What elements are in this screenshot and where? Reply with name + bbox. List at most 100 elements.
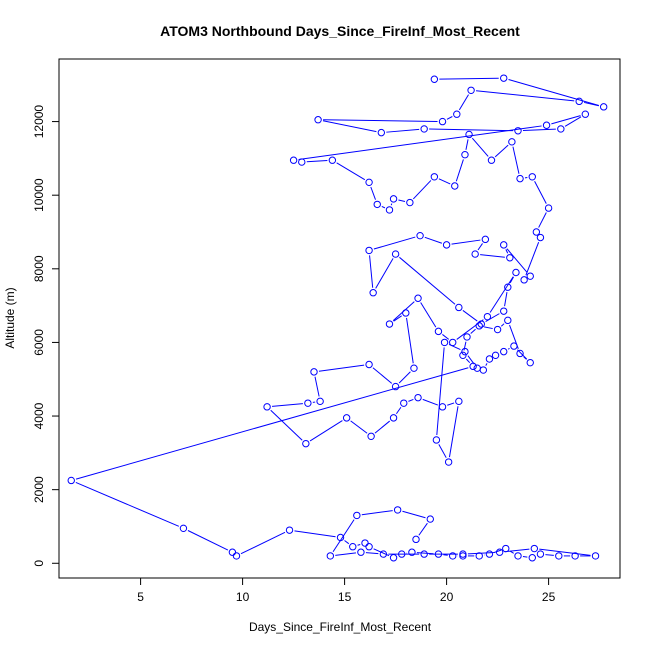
- data-point: [544, 204, 553, 212]
- series-segment: [451, 239, 481, 245]
- data-point: [487, 156, 496, 164]
- data-point: [326, 552, 335, 560]
- data-point: [438, 403, 447, 411]
- data-point: [302, 439, 310, 448]
- series-segment: [446, 116, 453, 120]
- data-point: [500, 347, 508, 356]
- data-point: [389, 554, 398, 562]
- data-point: [391, 382, 400, 391]
- series-segment: [504, 292, 508, 307]
- data-point: [514, 552, 522, 560]
- data-point: [420, 550, 428, 558]
- y-tick-label: 4000: [32, 402, 46, 429]
- series-segment: [442, 334, 450, 340]
- series-segment: [551, 115, 581, 125]
- series-segment: [465, 358, 471, 364]
- y-tick-label: 8000: [32, 255, 46, 282]
- x-tick-label: 5: [137, 590, 144, 604]
- data-point: [389, 195, 398, 203]
- data-point: [510, 342, 518, 350]
- data-point: [67, 476, 75, 485]
- data-point: [398, 550, 406, 558]
- data-point: [485, 355, 494, 363]
- y-tick-label: 6000: [32, 329, 46, 356]
- data-point: [555, 552, 563, 560]
- data-point: [514, 127, 522, 135]
- data-point: [179, 524, 188, 533]
- data-point: [500, 307, 508, 315]
- data-point: [361, 539, 369, 547]
- series-segment: [489, 276, 514, 313]
- data-point: [491, 351, 500, 360]
- series-segment: [408, 398, 414, 402]
- data-point: [440, 338, 449, 347]
- y-tick-label: 2000: [32, 476, 46, 503]
- series-segment: [75, 481, 180, 527]
- data-point: [434, 550, 443, 558]
- data-point: [506, 254, 514, 262]
- data-point: [465, 130, 473, 139]
- data-point: [369, 289, 377, 297]
- data-point: [438, 117, 447, 126]
- series-segment: [583, 101, 599, 107]
- series-segment: [406, 317, 414, 364]
- data-point: [408, 548, 416, 556]
- y-tick-label: 12000: [32, 105, 46, 139]
- series-segment: [336, 162, 366, 181]
- series-segment: [477, 243, 483, 251]
- data-point: [500, 241, 508, 249]
- series-segment: [480, 254, 505, 258]
- data-point: [444, 458, 453, 466]
- series-segment: [75, 367, 469, 480]
- series-segment: [294, 530, 336, 538]
- series-segment: [443, 554, 448, 556]
- data-point: [420, 125, 428, 133]
- data-point: [467, 86, 475, 94]
- data-point: [495, 548, 504, 556]
- series-segment: [476, 90, 575, 102]
- data-point: [526, 358, 534, 367]
- data-point: [377, 128, 386, 137]
- data-point: [451, 182, 459, 190]
- data-point: [263, 403, 271, 411]
- data-point: [512, 268, 520, 277]
- data-point: [393, 506, 402, 514]
- series-segment: [365, 552, 379, 555]
- series-segment: [361, 510, 393, 516]
- data-point: [599, 103, 608, 111]
- chart-title: ATOM3 Northbound Days_Since_FireInf_Most…: [160, 23, 520, 39]
- series-segment: [525, 242, 540, 276]
- series-segment: [187, 530, 229, 551]
- data-point: [336, 533, 345, 542]
- data-point: [367, 432, 375, 440]
- series-segment: [504, 548, 530, 553]
- data-point: [502, 544, 510, 553]
- data-point: [285, 526, 294, 534]
- data-point: [536, 550, 545, 558]
- series-segment: [500, 323, 505, 327]
- series-segment: [350, 420, 368, 434]
- series-segment: [422, 398, 439, 406]
- data-layer: [67, 74, 608, 562]
- data-point: [416, 231, 424, 240]
- data-point: [571, 552, 579, 560]
- data-point: [432, 436, 441, 444]
- series-segment: [458, 94, 469, 111]
- series-segment: [369, 255, 374, 288]
- series-segment: [386, 128, 420, 133]
- data-point: [316, 397, 324, 406]
- data-point: [528, 173, 536, 181]
- data-point: [455, 397, 463, 406]
- data-point: [557, 125, 565, 133]
- data-point: [410, 364, 418, 372]
- data-point: [434, 327, 443, 336]
- data-point: [342, 414, 351, 422]
- series-segment: [306, 160, 328, 163]
- data-point: [528, 554, 536, 562]
- data-point: [479, 366, 488, 374]
- data-point: [516, 174, 524, 183]
- series-segment: [463, 341, 467, 351]
- data-point: [475, 552, 483, 560]
- data-point: [485, 550, 494, 558]
